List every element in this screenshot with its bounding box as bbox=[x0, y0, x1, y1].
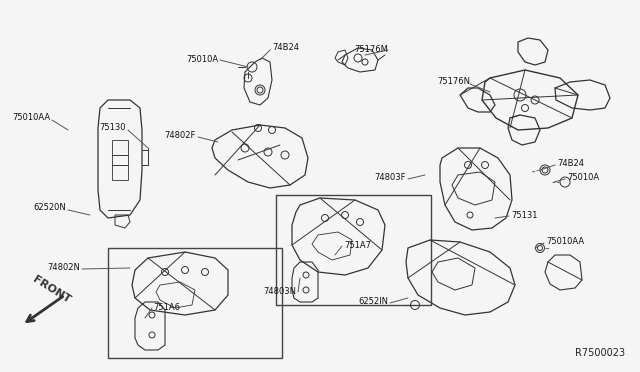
Text: 74B24: 74B24 bbox=[272, 44, 299, 52]
Text: 75010A: 75010A bbox=[186, 55, 218, 64]
Text: 75176M: 75176M bbox=[354, 45, 388, 54]
Text: 75010A: 75010A bbox=[567, 173, 599, 183]
Text: 74802F: 74802F bbox=[164, 131, 196, 141]
Text: 62520N: 62520N bbox=[33, 203, 66, 212]
Text: 75010AA: 75010AA bbox=[12, 113, 50, 122]
Text: R7500023: R7500023 bbox=[575, 348, 625, 358]
Bar bbox=[276, 195, 431, 305]
Text: 75176N: 75176N bbox=[437, 77, 470, 87]
Text: 74B24: 74B24 bbox=[557, 158, 584, 167]
Text: 751A7: 751A7 bbox=[344, 241, 371, 250]
Text: 75131: 75131 bbox=[511, 211, 538, 219]
Text: FRONT: FRONT bbox=[31, 274, 72, 305]
Text: 74803F: 74803F bbox=[374, 173, 406, 183]
Text: 75010AA: 75010AA bbox=[546, 237, 584, 247]
Bar bbox=[108, 248, 282, 358]
Text: 74802N: 74802N bbox=[47, 263, 80, 273]
Text: 751A6: 751A6 bbox=[153, 304, 180, 312]
Text: 74803N: 74803N bbox=[263, 286, 296, 295]
Text: 75130: 75130 bbox=[99, 124, 126, 132]
Text: 6252IN: 6252IN bbox=[358, 298, 388, 307]
